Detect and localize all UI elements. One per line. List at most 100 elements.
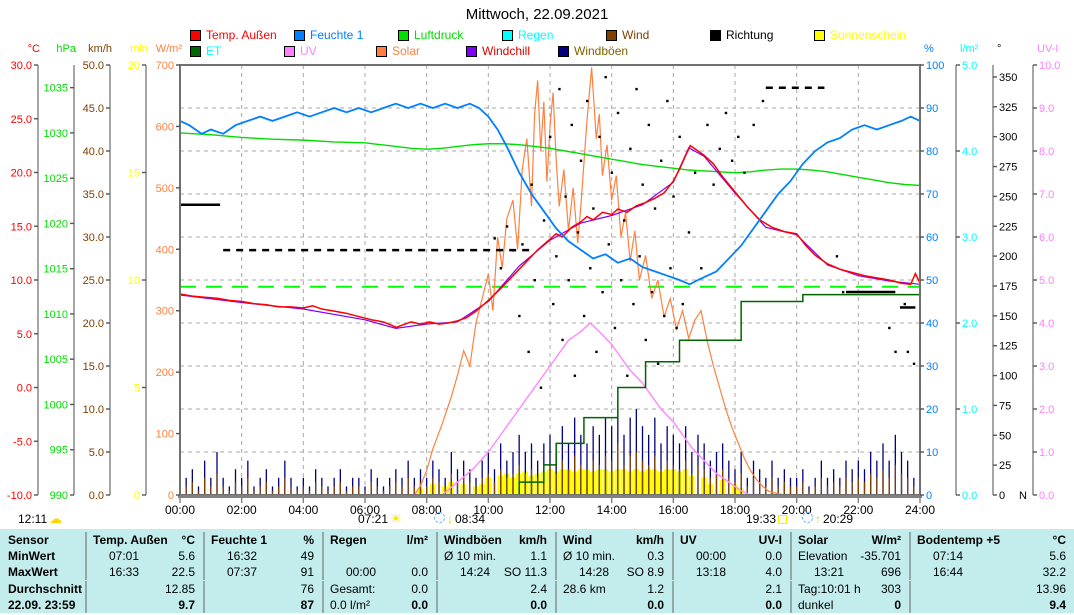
- table-cell-solar: 13:21 696: [790, 564, 909, 581]
- table-row-label: Sensor: [8, 533, 49, 547]
- axis-unit-label: °: [997, 43, 1001, 55]
- legend-item-sonnenschein: Sonnenschein: [814, 28, 906, 42]
- series-richtung-punkte: [518, 314, 521, 318]
- axis-tick-label: 0: [999, 490, 1005, 502]
- table-cell-value: 0.0: [765, 597, 782, 612]
- series-richtung-punkte: [638, 255, 641, 258]
- table-cell-value: W/m²: [871, 533, 901, 547]
- table-cell-value: SO 11.3: [503, 565, 547, 580]
- legend-label: Richtung: [726, 28, 774, 42]
- axis-tick-label: 4.0: [962, 146, 977, 158]
- axis-tick-label: -10.0: [7, 490, 32, 502]
- moon-icon: [802, 512, 813, 523]
- astro-annotation-2029: ↑ 20:29: [798, 512, 853, 526]
- axis-tick-label: 10.0: [11, 275, 32, 287]
- axis-tick-label: 200: [156, 367, 174, 379]
- axis-tick-label: 3.0: [962, 232, 977, 244]
- astro-annotation-1211: 12:11 ☁: [18, 512, 64, 526]
- table-cell-left: 07:37: [227, 565, 258, 580]
- series-temp-au-en: [179, 144, 921, 329]
- table-cell-solar: Elevation -35.701: [790, 548, 909, 565]
- axis-tick-label: 10: [926, 447, 938, 459]
- legend-label: Windböen: [574, 44, 629, 58]
- astro-annotation-0721: 07:21 ☀: [358, 512, 404, 526]
- series-richtung-punkte: [521, 243, 524, 246]
- table-cell-regen: [322, 548, 436, 565]
- series-richtung-punkte: [761, 99, 765, 103]
- axis-tick-label: 0.0: [89, 490, 104, 502]
- legend-item-richtung: Richtung: [710, 28, 774, 42]
- table-cell-left: 00:00: [346, 565, 377, 580]
- table-cell-regen: 00:00 0.0: [322, 564, 436, 581]
- table-cell-solar: Tag:10:01 h 303: [790, 580, 909, 597]
- legend-item-windb-en: Windböen: [558, 44, 629, 58]
- axis-tick-label: 1005: [44, 354, 68, 366]
- astro-time-label: 07:21: [358, 512, 389, 526]
- series-richtung-punkte: [693, 171, 697, 174]
- table-row-label: MinWert: [8, 549, 56, 564]
- table-cell-bodentemp-5: Bodentemp +5 °C: [909, 532, 1074, 548]
- table-cell-value: 0.0: [647, 597, 664, 612]
- series-luftdruck: [179, 132, 921, 187]
- axis-tick-label: 5.0: [1039, 275, 1054, 287]
- axis-tick-label: 30.0: [11, 60, 32, 72]
- table-cell-wind: 14:28 SO 8.9: [555, 564, 672, 581]
- series-richtung-punkte: [512, 249, 515, 252]
- axis-tick-label: 100: [999, 371, 1017, 383]
- table-cell-windb-en: Ø 10 min. 1.1: [436, 548, 555, 565]
- axis-tick-label: 50: [926, 275, 938, 287]
- astro-time-label: 19:33: [746, 512, 777, 526]
- table-cell-value: 13.96: [1035, 581, 1066, 596]
- table-cell-left: Wind: [563, 533, 593, 547]
- table-cell-value: 1.1: [530, 549, 547, 564]
- table-cell-value: 76: [300, 581, 314, 596]
- table-cell-uv: 00:00 0.0: [672, 548, 790, 565]
- legend-swatch-icon: [814, 29, 825, 41]
- axis-tick-label: 200: [999, 251, 1017, 263]
- table-cell-feuchte-1: 87: [203, 596, 322, 613]
- series-richtung-punkte: [604, 75, 607, 79]
- axis-tick-label: 250: [999, 191, 1017, 203]
- astro-time-label: 20:29: [823, 512, 854, 526]
- axis-tick-label: 20: [128, 60, 140, 72]
- series-richtung-punkte: [527, 350, 530, 354]
- table-cell-value: 0.0: [765, 549, 782, 564]
- table-cell-regen: Regen l/m²: [322, 532, 436, 548]
- series-richtung-punkte: [533, 279, 536, 282]
- table-cell-left: Ø 10 min.: [444, 549, 497, 564]
- legend-swatch-icon: [284, 45, 295, 57]
- series-richtung-punkte: [539, 386, 543, 389]
- table-cell-solar: Solar W/m²: [790, 532, 909, 548]
- axis-tick-label: 90: [926, 103, 938, 115]
- series-richtung-punkte: [672, 195, 675, 198]
- x-tick-label: 04:00: [288, 503, 318, 517]
- table-cell-left: 00:00: [696, 549, 727, 564]
- axis-tick-label: 0.0: [1039, 490, 1054, 502]
- legend-swatch-icon: [502, 29, 513, 41]
- axis-tick-label: 150: [999, 311, 1017, 323]
- axis-tick-label: 0.0: [962, 490, 977, 502]
- axis-tick-label: 990: [50, 490, 68, 502]
- series-richtung-punkte: [629, 147, 632, 151]
- legend-swatch-icon: [558, 45, 569, 57]
- axis-tick-label: 30.0: [83, 232, 104, 244]
- table-cell-value: 9.7: [178, 597, 195, 612]
- series-richtung-punkte: [718, 147, 721, 151]
- series-richtung-punkte: [678, 135, 681, 139]
- legend-swatch-icon: [190, 29, 201, 41]
- table-cell-left: 16:44: [933, 565, 964, 580]
- series-richtung-punkte: [724, 111, 728, 115]
- axis-tick-label: -5.0: [13, 436, 32, 448]
- table-cell-value: km/h: [518, 533, 547, 547]
- axis-tick-label: 45.0: [83, 103, 104, 115]
- x-tick-label: 24:00: [905, 503, 935, 517]
- legend-swatch-icon: [294, 29, 305, 41]
- axis-unit-label: °C: [28, 43, 40, 55]
- legend-label: UV: [300, 44, 317, 58]
- legend-item-solar: Solar: [376, 44, 420, 58]
- axis-tick-label: 1.0: [1039, 447, 1054, 459]
- table-cell-windb-en: 14:24 SO 11.3: [436, 564, 555, 581]
- series-richtung-punkte: [573, 374, 577, 377]
- table-cell-feuchte-1: 76: [203, 580, 322, 597]
- axis-tick-label: 3.0: [1039, 361, 1054, 373]
